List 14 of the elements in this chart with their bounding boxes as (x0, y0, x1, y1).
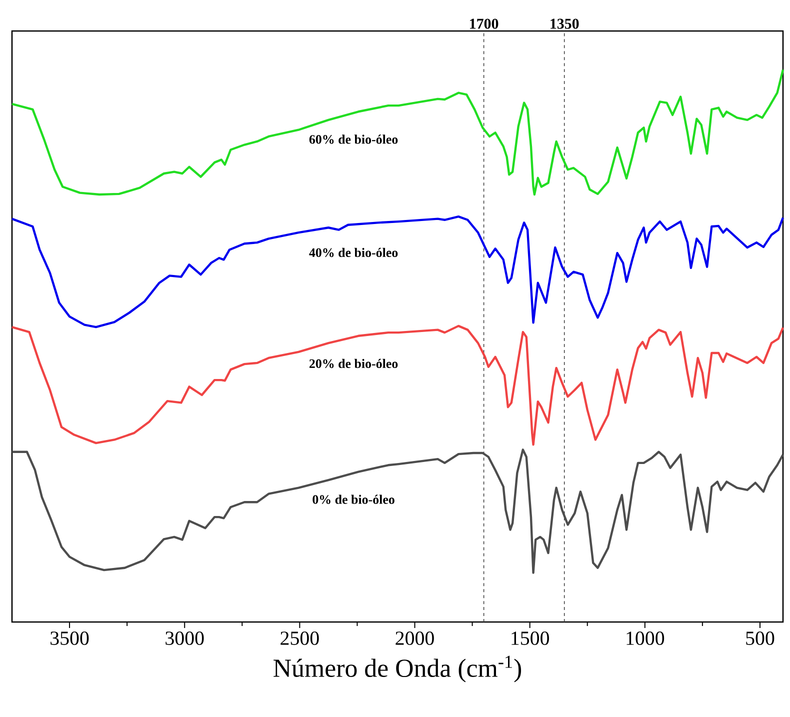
series-label: 0% de bio-óleo (312, 494, 394, 504)
series-label: 40% de bio-óleo (309, 248, 398, 258)
x-tick-label: 2500 (280, 632, 319, 645)
x-tick-label: 1500 (512, 632, 549, 645)
x-tick-label: 500 (746, 632, 774, 645)
ref-line-label: 1700 (470, 18, 498, 29)
x-tick-label: 3000 (166, 632, 204, 645)
x-tick-label: 1000 (626, 632, 664, 645)
series-label: 60% de bio-óleo (309, 134, 398, 144)
x-tick-label: 2000 (396, 632, 434, 645)
ref-line-label: 1350 (550, 18, 579, 29)
x-tick-label: 3500 (50, 632, 89, 645)
x-axis-title: Número de Onda (cm$^{-1}$) (274, 656, 522, 682)
series-label: 20% de bio-óleo (309, 358, 398, 368)
